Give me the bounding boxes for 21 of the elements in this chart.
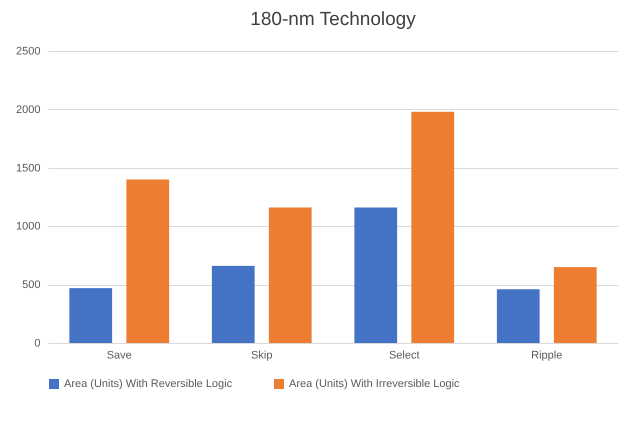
y-tick-label: 1500 — [16, 162, 40, 174]
legend-label: Area (Units) With Reversible Logic — [64, 378, 233, 390]
chart-title: 180-nm Technology — [250, 9, 416, 30]
bar — [69, 288, 112, 343]
x-tick-label: Select — [388, 350, 420, 362]
y-tick-label: 2000 — [16, 104, 40, 116]
y-tick-label: 2500 — [16, 46, 40, 58]
x-tick-label: Ripple — [531, 350, 562, 362]
bar — [354, 208, 398, 343]
y-tick-label: 500 — [22, 279, 40, 292]
bar — [212, 266, 255, 343]
bar — [126, 179, 170, 343]
x-tick-label: Save — [106, 350, 132, 362]
y-tick-label: 0 — [34, 338, 40, 350]
bar — [411, 112, 454, 343]
bar — [554, 267, 597, 343]
y-tick-label: 1000 — [16, 220, 40, 233]
bar — [496, 289, 540, 343]
x-tick-label: Skip — [251, 350, 272, 362]
legend-label: Area (Units) With Irreversible Logic — [289, 378, 460, 390]
bar — [268, 208, 312, 343]
